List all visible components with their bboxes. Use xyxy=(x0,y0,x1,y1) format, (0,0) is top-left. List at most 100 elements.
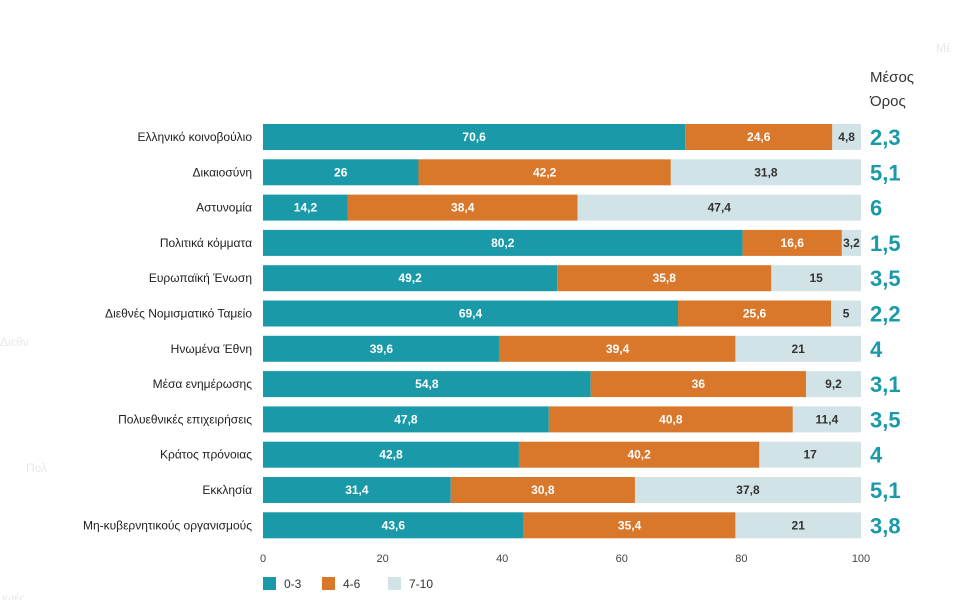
legend-swatch xyxy=(322,577,335,590)
background-fragment: Πολ xyxy=(26,461,47,475)
legend: 0-3 4-6 7-10 xyxy=(263,577,433,591)
bar-segment xyxy=(263,371,591,398)
bars xyxy=(263,124,861,539)
mean-title-line: Μέσος xyxy=(870,69,914,86)
mean-value: 3,8 xyxy=(870,513,901,538)
segment-label: 36 xyxy=(692,377,706,391)
segment-label: 9,2 xyxy=(825,377,842,391)
mean-value: 2,3 xyxy=(870,125,901,150)
bar-segment xyxy=(263,512,524,539)
category-label: Μη-κυβερνητικούς οργανισμούς xyxy=(83,518,252,532)
bar-segment xyxy=(735,335,861,362)
legend-swatch xyxy=(388,577,401,590)
mean-value: 4 xyxy=(870,337,883,362)
mean-value: 6 xyxy=(870,196,882,221)
category-label: Ελληνικό κοινοβούλιο xyxy=(137,130,252,144)
segment-label: 4,8 xyxy=(838,130,855,144)
bar-segment xyxy=(805,371,861,398)
segment-label: 47,8 xyxy=(394,412,418,426)
segment-label: 54,8 xyxy=(415,377,439,391)
bar-segment xyxy=(685,124,833,150)
background-fragment: ιωές xyxy=(2,591,25,600)
bar-segment xyxy=(831,300,861,327)
category-label: Μέσα ενημέρωσης xyxy=(153,377,253,391)
mean-value: 3,1 xyxy=(870,372,901,397)
segment-label: 3,2 xyxy=(843,236,860,250)
category-label: Εκκλησία xyxy=(202,483,252,497)
bar-segment xyxy=(450,477,635,503)
bar-segment xyxy=(418,159,671,186)
category-label: Πολιτικά κόμματα xyxy=(160,236,252,250)
segment-label: 69,4 xyxy=(459,307,483,321)
bar-segment xyxy=(263,406,549,433)
category-label: Διεθνές Νομισματικό Ταμείο xyxy=(105,307,252,321)
bar-segment xyxy=(263,300,679,327)
bar-segment xyxy=(590,371,806,398)
bar-segment xyxy=(670,159,861,186)
background-fragment: Μέ xyxy=(936,41,952,55)
bar-segment xyxy=(735,512,861,539)
mean-value: 4 xyxy=(870,443,883,468)
bar-segment xyxy=(263,124,686,150)
bar-segment xyxy=(832,124,861,150)
segment-label: 25,6 xyxy=(743,307,767,321)
category-label: Κράτος πρόνοιας xyxy=(160,448,252,462)
x-tick-label: 40 xyxy=(496,553,508,565)
bar-segment xyxy=(771,265,861,292)
mean-title-line: Όρος xyxy=(869,93,906,110)
bar-segment xyxy=(634,477,861,503)
segment-label: 47,4 xyxy=(708,201,732,215)
segment-label: 38,4 xyxy=(451,201,475,215)
category-label: Αστυνομία xyxy=(196,201,252,215)
mean-value: 3,5 xyxy=(870,407,901,432)
segment-label: 17 xyxy=(803,448,817,462)
segment-label: 21 xyxy=(792,342,806,356)
mean-value: 5,1 xyxy=(870,160,901,185)
legend-label: 4-6 xyxy=(343,577,361,591)
segment-label: 31,4 xyxy=(345,483,369,497)
bar-segment xyxy=(263,441,519,468)
category-label: Πολυεθνικές επιχειρήσεις xyxy=(118,412,252,426)
segment-label: 39,4 xyxy=(606,342,630,356)
segment-label: 21 xyxy=(792,518,806,532)
bar-segment xyxy=(792,406,861,433)
bar-segment xyxy=(499,335,736,362)
legend-swatch xyxy=(263,577,276,590)
segment-label: 5 xyxy=(843,307,850,321)
legend-label: 7-10 xyxy=(409,577,433,591)
segment-label: 15 xyxy=(809,271,823,285)
category-label: Ηνωμένα Έθνη xyxy=(171,342,252,356)
bar-segment xyxy=(523,512,736,539)
bar-segment xyxy=(347,194,578,221)
segment-label: 70,6 xyxy=(462,130,486,144)
segment-label: 35,8 xyxy=(653,271,677,285)
segment-label: 16,6 xyxy=(781,236,805,250)
mean-value: 3,5 xyxy=(870,266,901,291)
bar-segment xyxy=(548,406,793,433)
mean-value: 5,1 xyxy=(870,478,901,503)
bar-segment xyxy=(577,194,861,221)
background-fragments: Μέ Διεθν Πολ ιωές xyxy=(0,41,952,600)
category-labels: Ελληνικό κοινοβούλιο Δικαιοσύνη Αστυνομία Π… xyxy=(83,130,252,532)
segment-label: 11,4 xyxy=(816,412,839,426)
segment-label: 42,8 xyxy=(379,448,403,462)
bar-segment xyxy=(263,194,348,221)
bar-segment xyxy=(263,335,500,362)
category-label: Δικαιοσύνη xyxy=(193,165,252,179)
segment-labels: 70,6 24,6 4,8 26 42,2 31,8 14,2 38,4 47,4 80,2 16,… xyxy=(294,130,860,532)
segment-label: 40,8 xyxy=(659,412,683,426)
mean-value: 1,5 xyxy=(870,231,901,256)
segment-label: 43,6 xyxy=(382,518,406,532)
segment-label: 40,2 xyxy=(627,448,651,462)
bar-segment xyxy=(263,477,451,503)
mean-title: Μέσος Όρος xyxy=(869,69,914,110)
segment-label: 49,2 xyxy=(398,271,422,285)
mean-values: 2,3 5,1 6 1,5 3,5 2,2 4 3,1 3,5 4 5,1 3,8 xyxy=(870,125,901,538)
bar-segment xyxy=(742,229,842,256)
bar-segment xyxy=(841,229,861,256)
segment-label: 39,6 xyxy=(370,342,394,356)
segment-label: 14,2 xyxy=(294,201,318,215)
x-tick-label: 80 xyxy=(735,553,747,565)
segment-label: 37,8 xyxy=(736,483,760,497)
